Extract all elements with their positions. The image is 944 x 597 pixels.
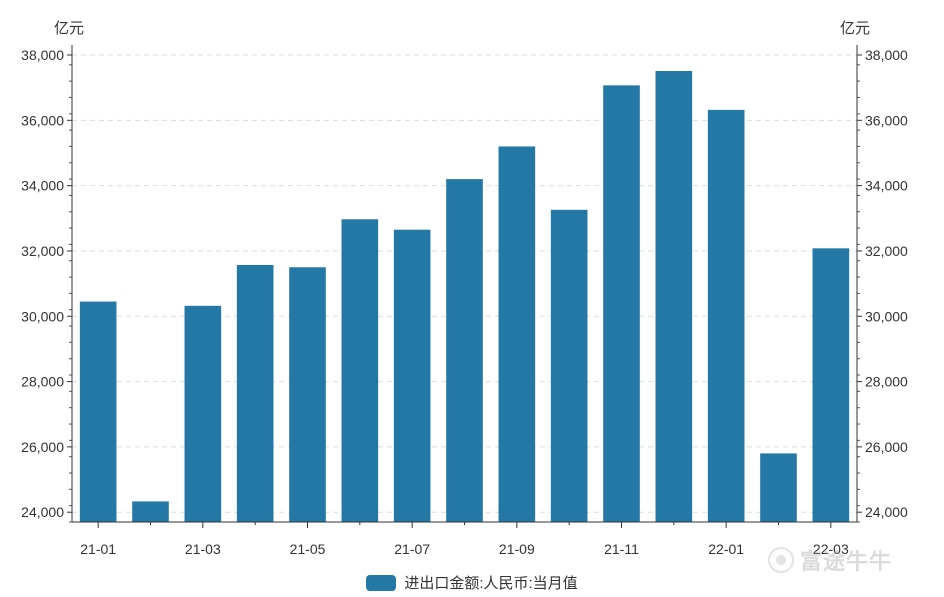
x-tick-label: 21-07 xyxy=(394,541,430,557)
bar-21-08 xyxy=(446,179,483,522)
y-tick-label-left: 38,000 xyxy=(21,47,64,63)
y-tick-label-right: 34,000 xyxy=(865,178,908,194)
y-tick-label-left: 32,000 xyxy=(21,243,64,259)
bar-22-02 xyxy=(760,453,797,522)
y-tick-label-right: 28,000 xyxy=(865,374,908,390)
y-tick-label-left: 30,000 xyxy=(21,308,64,324)
bar-21-11 xyxy=(603,85,640,522)
futu-logo-icon xyxy=(768,547,794,573)
x-tick-label: 21-01 xyxy=(80,541,116,557)
bar-21-03 xyxy=(184,305,222,522)
y-tick-label-right: 36,000 xyxy=(865,112,908,128)
legend[interactable]: 进出口金额:人民币:当月值 xyxy=(0,572,944,593)
bar-21-05 xyxy=(289,267,326,522)
bar-21-04 xyxy=(236,264,274,522)
watermark-text: 富途牛牛 xyxy=(800,549,893,574)
watermark: 富途牛牛 xyxy=(768,544,892,576)
legend-label: 进出口金额:人民币:当月值 xyxy=(404,575,578,592)
y-tick-label-right: 38,000 xyxy=(865,47,908,63)
y-tick-label-right: 32,000 xyxy=(865,243,908,259)
y-tick-label-left: 34,000 xyxy=(21,178,64,194)
x-tick-label: 22-01 xyxy=(708,541,744,557)
bar-21-07 xyxy=(393,229,431,522)
y-tick-label-right: 30,000 xyxy=(865,308,908,324)
y-tick-label-right: 26,000 xyxy=(865,439,908,455)
bar-21-12 xyxy=(655,71,693,522)
y-tick-label-left: 26,000 xyxy=(21,439,64,455)
x-tick-label: 21-11 xyxy=(604,541,639,557)
x-tick-label: 22-03 xyxy=(813,541,849,557)
bar-22-01 xyxy=(707,109,745,523)
left-axis-unit: 亿元 xyxy=(54,20,84,37)
y-tick-label-right: 24,000 xyxy=(865,504,908,520)
bar-21-01 xyxy=(79,301,117,522)
bar-21-10 xyxy=(550,209,588,522)
bar-22-03 xyxy=(812,248,850,522)
x-tick-label: 21-05 xyxy=(290,541,326,557)
x-tick-label: 21-03 xyxy=(185,541,221,557)
bar-series xyxy=(79,71,850,523)
y-tick-label-left: 28,000 xyxy=(21,374,64,390)
y-tick-label-left: 24,000 xyxy=(21,504,64,520)
bar-21-09 xyxy=(498,146,536,523)
x-tick-label: 21-09 xyxy=(499,541,535,557)
right-axis-unit: 亿元 xyxy=(840,20,870,37)
y-tick-label-left: 36,000 xyxy=(21,112,64,128)
bar-21-02 xyxy=(132,501,169,522)
bar-21-06 xyxy=(341,219,379,523)
axes: 24,000 24,000 26,000 26,000 28,000 28,000 30,0… xyxy=(21,45,908,557)
legend-swatch xyxy=(366,574,397,591)
